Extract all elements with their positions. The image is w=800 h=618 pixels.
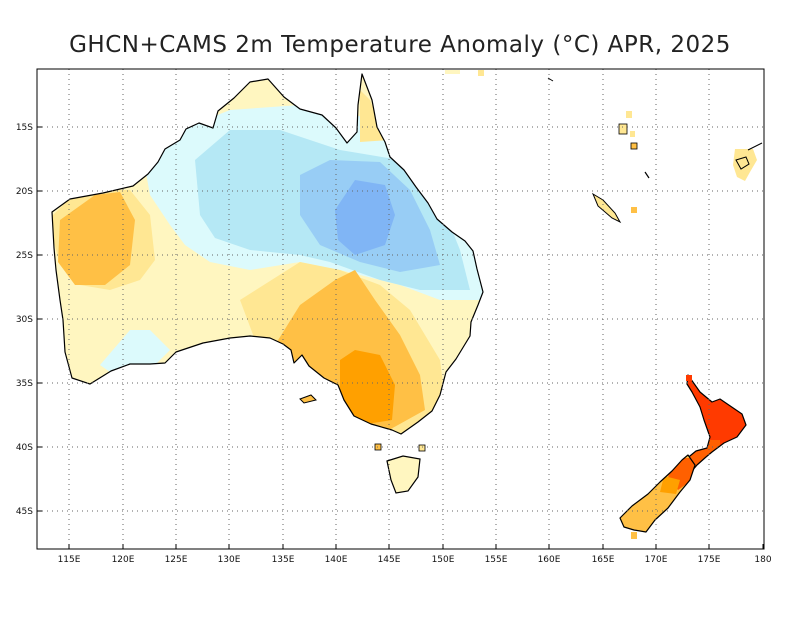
nz-south-island-coastline xyxy=(619,454,696,533)
y-tick-label: 45S xyxy=(16,507,33,517)
vanuatu-cell-1 xyxy=(626,111,632,118)
x-tick-label: 180 xyxy=(754,555,771,565)
x-tick-label: 170E xyxy=(645,555,668,565)
fiji-vanua-levu xyxy=(747,142,763,151)
y-tick-label: 40S xyxy=(16,443,33,453)
solomon-cell xyxy=(478,70,484,76)
stewart-island xyxy=(631,532,637,539)
png-cell xyxy=(445,70,460,74)
x-tick-label: 155E xyxy=(485,555,508,565)
flinders-island xyxy=(418,444,426,452)
x-tick-label: 125E xyxy=(165,555,188,565)
tasmania xyxy=(386,455,421,494)
x-axis-labels: 115E 120E 125E 130E 135E 140E 145E 150E … xyxy=(58,555,772,565)
plot-border xyxy=(36,68,765,550)
y-tick-label: 20S xyxy=(16,187,33,197)
gridlines xyxy=(37,69,764,549)
x-tick-label: 135E xyxy=(272,555,295,565)
y-tick-label: 15S xyxy=(16,123,33,133)
tick-marks xyxy=(37,126,764,549)
fiji-cells xyxy=(733,149,757,181)
x-tick-label: 175E xyxy=(698,555,721,565)
x-tick-label: 115E xyxy=(58,555,81,565)
x-tick-label: 150E xyxy=(432,555,455,565)
vanuatu-cell-4 xyxy=(630,142,638,150)
solomon-islet xyxy=(547,77,554,82)
loyalty-islands-cell xyxy=(631,207,637,213)
fiji-coast xyxy=(735,156,750,170)
vanuatu-islet xyxy=(644,171,650,179)
x-tick-label: 160E xyxy=(538,555,561,565)
x-tick-label: 120E xyxy=(112,555,135,565)
australia-coastline xyxy=(51,73,484,435)
x-tick-label: 145E xyxy=(378,555,401,565)
x-tick-label: 165E xyxy=(592,555,615,565)
y-tick-label: 25S xyxy=(16,251,33,261)
y-tick-label: 30S xyxy=(16,315,33,325)
vanuatu-cell-2 xyxy=(618,123,628,135)
y-axis-labels: 15S 20S 25S 30S 35S 40S 45S xyxy=(16,123,33,517)
y-tick-label: 35S xyxy=(16,379,33,389)
map-title: GHCN+CAMS 2m Temperature Anomaly (°C) AP… xyxy=(69,32,731,58)
x-tick-label: 130E xyxy=(218,555,241,565)
kangaroo-island xyxy=(299,394,317,404)
vanuatu-cell-3 xyxy=(630,131,635,137)
nz-northland-cell xyxy=(686,375,692,381)
x-tick-label: 140E xyxy=(325,555,348,565)
